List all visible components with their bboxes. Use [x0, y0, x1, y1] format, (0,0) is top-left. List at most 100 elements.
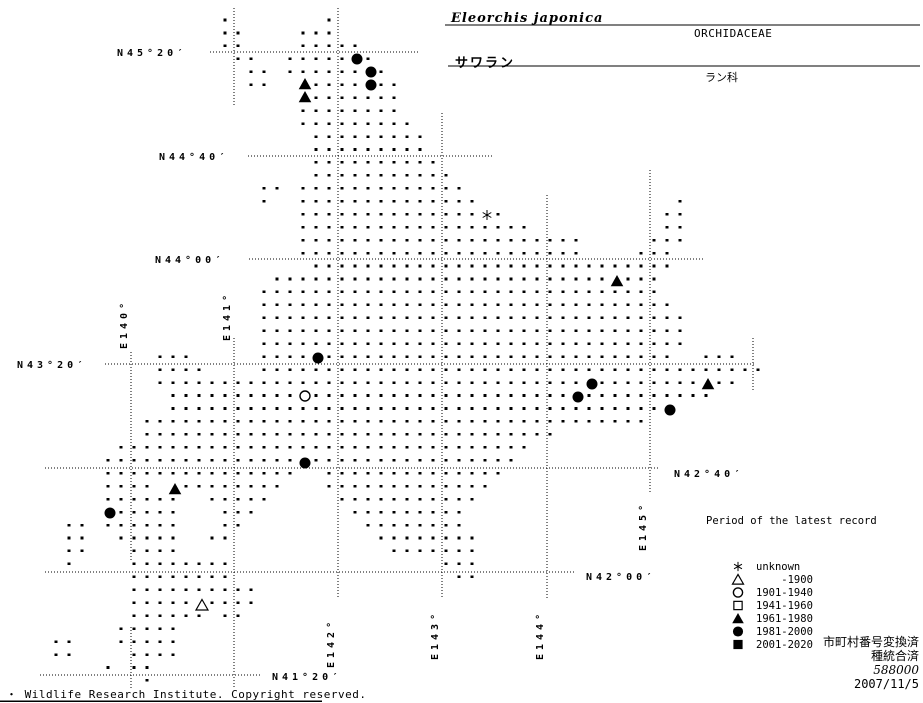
species-name-latin: Eleorchis japonica: [451, 11, 604, 26]
grid-dot: [262, 368, 266, 371]
grid-dot: [301, 355, 305, 358]
grid-dot: [314, 70, 318, 74]
grid-dot: [340, 135, 344, 138]
grid-dot: [171, 549, 175, 553]
grid-dot: [145, 640, 149, 643]
grid-dot: [197, 484, 201, 488]
grid-dot: [366, 200, 370, 203]
grid-dot: [353, 433, 357, 436]
grid-dot: [119, 523, 123, 527]
grid-dot: [158, 640, 162, 643]
grid-dot: [171, 381, 175, 384]
grid-dot: [392, 212, 396, 216]
circle-filled-icon: [730, 625, 746, 638]
grid-dot: [392, 135, 396, 138]
grid-dot: [223, 497, 227, 501]
grid-dot: [327, 446, 331, 449]
grid-dot: [626, 420, 630, 423]
circle-open-icon: [730, 586, 746, 599]
grid-dot: [353, 200, 357, 203]
grid-dot: [171, 653, 175, 656]
grid-dot: [353, 394, 357, 397]
grid-dot: [184, 433, 188, 436]
grid-dot: [613, 394, 617, 397]
grid-dot: [509, 251, 513, 255]
grid-dot: [301, 420, 305, 423]
grid-dot: [301, 407, 305, 410]
grid-dot: [496, 459, 500, 462]
grid-dot: [158, 627, 162, 630]
grid-dot: [392, 433, 396, 436]
grid-dot: [704, 355, 708, 358]
grid-dot: [405, 446, 409, 449]
grid-dot: [444, 459, 448, 462]
longitude-label: E145°: [638, 501, 649, 551]
grid-dot: [431, 251, 435, 255]
longitude-label: E144°: [535, 610, 546, 660]
grid-dot: [418, 187, 422, 190]
grid-dot: [158, 601, 162, 605]
triangle-filled-icon: [730, 612, 746, 625]
grid-dot: [301, 44, 305, 48]
triangle-filled-marker: [298, 78, 312, 90]
grid-dot: [236, 510, 240, 514]
grid-dot: [223, 536, 227, 540]
grid-dot: [171, 394, 175, 397]
grid-dot: [314, 381, 318, 384]
grid-dot: [80, 536, 84, 540]
grid-dot: [301, 251, 305, 255]
grid-dot: [340, 83, 344, 87]
grid-dot: [379, 174, 383, 177]
grid-dot: [457, 290, 461, 294]
grid-dot: [665, 251, 669, 255]
grid-dot: [405, 251, 409, 255]
grid-dot: [418, 446, 422, 449]
grid-dot: [522, 355, 526, 358]
grid-dot: [392, 368, 396, 371]
grid-dot: [392, 264, 396, 268]
grid-dot: [444, 446, 448, 449]
grid-dot: [67, 640, 71, 643]
grid-dot: [301, 70, 305, 74]
grid-dot: [327, 109, 331, 112]
grid-dot: [418, 471, 422, 475]
grid-dot: [457, 368, 461, 371]
grid-dot: [548, 433, 552, 436]
grid-dot: [275, 446, 279, 449]
legend-item-label: 2001-2020: [756, 638, 813, 651]
grid-dot: [574, 407, 578, 410]
grid-dot: [483, 342, 487, 345]
grid-dot: [119, 459, 123, 462]
grid-dot: [184, 459, 188, 462]
grid-dot: [652, 342, 656, 345]
grid-dot: [171, 433, 175, 436]
grid-dot: [470, 381, 474, 384]
grid-dot: [431, 459, 435, 462]
grid-dot: [132, 666, 136, 669]
grid-dot: [340, 446, 344, 449]
latitude-label: N43°20′: [17, 360, 87, 371]
grid-dot: [145, 523, 149, 527]
grid-dot: [548, 407, 552, 410]
grid-dot: [249, 510, 253, 514]
grid-dot: [470, 446, 474, 449]
grid-dot: [314, 290, 318, 294]
grid-dot: [119, 484, 123, 488]
grid-dot: [249, 497, 253, 501]
grid-dot: [444, 225, 448, 229]
latitude-label: N41°20′: [272, 672, 342, 683]
grid-dot: [340, 497, 344, 501]
grid-dot: [587, 316, 591, 320]
grid-dot: [431, 407, 435, 410]
grid-dot: [119, 510, 123, 514]
grid-dot: [457, 316, 461, 320]
grid-dot: [210, 407, 214, 410]
grid-dot: [457, 277, 461, 281]
grid-dot: [522, 277, 526, 281]
grid-dot: [145, 420, 149, 423]
grid-dot: [548, 251, 552, 255]
grid-dot: [496, 342, 500, 345]
grid-dot: [262, 329, 266, 333]
grid-dot: [327, 148, 331, 151]
grid-dot: [54, 653, 58, 656]
